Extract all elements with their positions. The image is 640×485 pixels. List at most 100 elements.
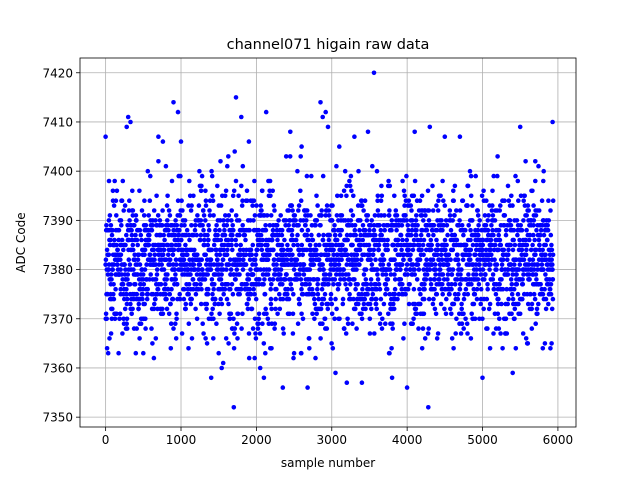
data-point [253,336,259,341]
data-point [279,227,285,233]
data-point [543,272,548,277]
data-point [503,227,509,233]
data-point [491,232,496,238]
data-point [274,223,280,228]
data-point [114,242,119,248]
data-point [424,257,429,263]
data-point [415,262,421,267]
data-point [546,218,551,223]
data-point [315,286,320,292]
data-point [428,237,434,243]
data-point [352,227,358,233]
data-point [339,213,345,218]
data-point [289,203,295,208]
data-point [329,341,334,346]
data-point [130,242,136,248]
data-point [229,282,235,287]
data-point [128,119,133,125]
data-point [307,282,312,287]
data-point [490,227,495,233]
y-tick-label: 7380 [42,263,73,277]
data-point [234,321,240,327]
data-point [508,277,514,282]
data-point [274,262,279,267]
data-point [133,213,139,218]
data-point [289,232,295,238]
data-point [213,227,218,233]
data-point [287,154,293,159]
data-point [304,173,310,179]
data-point [377,223,382,228]
data-point [110,242,116,248]
data-point [516,267,522,272]
data-point [427,124,433,130]
data-point [521,257,527,263]
data-point [406,247,412,253]
data-point [526,272,532,277]
data-point [441,198,446,203]
y-tick-label: 7390 [42,214,73,228]
data-point [347,291,352,297]
data-point [542,341,548,346]
data-point [291,242,296,248]
data-point [387,291,393,297]
data-point [219,282,225,287]
data-point [146,242,152,248]
data-point [258,267,263,272]
data-point [299,286,304,292]
data-point [423,213,428,218]
data-point [426,296,432,302]
data-point [310,237,316,243]
data-point [474,242,479,248]
data-point [477,262,482,267]
data-point [109,316,115,322]
data-point [192,227,198,233]
data-point [536,237,542,243]
data-point [150,223,155,228]
data-point [124,321,129,327]
data-point [237,291,242,297]
data-point [304,232,310,238]
data-point [394,213,400,218]
data-point [155,213,161,218]
data-point [272,321,278,327]
data-point [480,375,485,381]
data-point [447,208,453,213]
data-point [540,291,546,297]
data-point [274,286,279,292]
data-point [387,208,392,213]
data-point [208,375,214,381]
data-point [137,336,142,341]
data-point [435,247,441,253]
data-point [540,346,546,351]
data-point [189,296,194,302]
data-point [434,203,439,208]
data-point [364,218,370,223]
data-point [549,341,554,346]
data-point [459,306,465,312]
data-point [309,232,314,238]
data-point [259,242,264,248]
data-point [311,291,317,297]
data-point [259,247,265,253]
data-point [137,227,143,233]
data-point [533,272,539,277]
data-point [201,237,207,243]
data-point [511,286,517,292]
data-point [222,232,228,238]
data-point [141,282,147,287]
data-point [537,242,542,248]
data-point [372,232,378,238]
data-point [340,301,346,307]
data-point [496,247,501,253]
data-point [216,350,221,356]
data-point [522,193,527,199]
data-point [336,262,342,267]
data-point [460,198,466,203]
data-point [395,296,400,302]
data-point [179,198,184,203]
data-point [194,316,200,322]
data-point [399,286,405,292]
data-point [485,218,491,223]
data-point [272,208,277,213]
